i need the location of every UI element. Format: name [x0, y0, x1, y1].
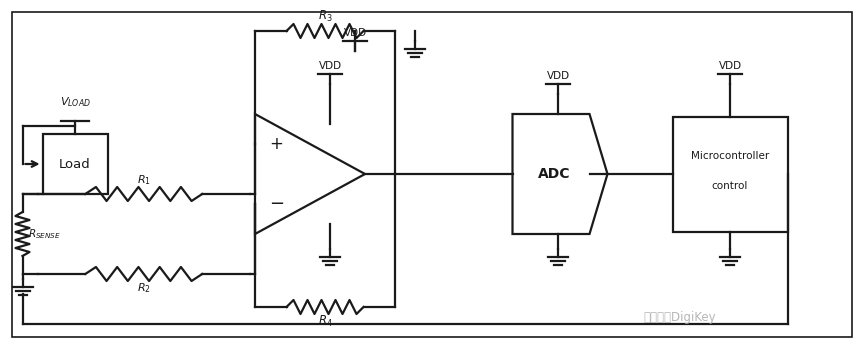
Text: control: control	[712, 181, 748, 191]
Polygon shape	[512, 114, 607, 234]
Text: VDD: VDD	[719, 61, 741, 71]
Text: Load: Load	[59, 157, 91, 171]
Text: −: −	[269, 195, 284, 213]
Bar	[42, 134, 107, 194]
Text: $R_2$: $R_2$	[137, 281, 151, 295]
Text: $R_3$: $R_3$	[317, 9, 332, 24]
Text: 得捷电子DigiKey: 得捷电子DigiKey	[644, 311, 716, 324]
Text: $R_{SENSE}$: $R_{SENSE}$	[29, 227, 61, 241]
Text: Microcontroller: Microcontroller	[691, 151, 769, 161]
Text: ADC: ADC	[538, 167, 570, 181]
Bar	[672, 117, 787, 231]
Text: $R_4$: $R_4$	[317, 314, 332, 329]
Text: +: +	[269, 135, 283, 153]
Text: VDD: VDD	[318, 61, 342, 71]
Text: $R_1$: $R_1$	[137, 173, 151, 187]
Text: VDD: VDD	[343, 28, 367, 38]
Text: VDD: VDD	[547, 71, 569, 81]
Polygon shape	[255, 114, 365, 234]
Text: $V_{LOAD}$: $V_{LOAD}$	[60, 95, 91, 109]
